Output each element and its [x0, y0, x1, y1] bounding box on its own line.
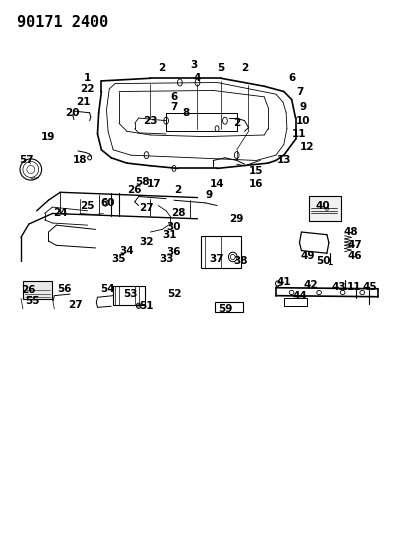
- Text: 54: 54: [100, 284, 115, 294]
- Text: 51: 51: [139, 301, 154, 311]
- Text: 52: 52: [167, 289, 181, 299]
- Text: 59: 59: [218, 304, 232, 314]
- Text: 32: 32: [139, 237, 154, 247]
- Text: 46: 46: [347, 251, 362, 261]
- Bar: [201, 236, 241, 268]
- Text: 7: 7: [296, 86, 303, 96]
- Text: 3: 3: [190, 60, 197, 70]
- Text: 2: 2: [174, 184, 182, 195]
- Text: 8: 8: [182, 108, 189, 118]
- Text: 9: 9: [300, 102, 307, 112]
- Text: 45: 45: [363, 281, 377, 292]
- Bar: [284, 298, 307, 306]
- Text: 48: 48: [343, 227, 358, 237]
- Text: 47: 47: [347, 240, 362, 251]
- Text: 21: 21: [77, 97, 91, 107]
- Text: 6: 6: [170, 92, 178, 102]
- Text: 23: 23: [143, 116, 158, 126]
- Text: 29: 29: [229, 214, 244, 224]
- Text: 25: 25: [81, 200, 95, 211]
- Text: 12: 12: [300, 142, 314, 152]
- Text: 35: 35: [112, 254, 126, 263]
- Text: 2: 2: [158, 63, 166, 72]
- Text: 5: 5: [217, 63, 225, 72]
- Text: 1: 1: [84, 73, 91, 83]
- Text: 28: 28: [171, 208, 185, 219]
- Text: 31: 31: [163, 230, 177, 240]
- Text: 19: 19: [41, 132, 56, 142]
- Text: 20: 20: [65, 108, 79, 118]
- Text: 53: 53: [124, 289, 138, 299]
- Text: 27: 27: [139, 203, 154, 213]
- Text: 42: 42: [304, 280, 318, 290]
- Bar: [113, 286, 145, 305]
- Text: 30: 30: [167, 222, 181, 232]
- Text: 26: 26: [128, 184, 142, 195]
- Text: 58: 58: [135, 176, 150, 187]
- Bar: [215, 302, 243, 312]
- Text: 50: 50: [316, 256, 330, 266]
- Text: 60: 60: [100, 198, 115, 208]
- Text: 9: 9: [206, 190, 213, 200]
- Text: 26: 26: [22, 285, 36, 295]
- Text: 24: 24: [53, 208, 68, 219]
- Text: 43: 43: [331, 281, 346, 292]
- Text: 44: 44: [292, 290, 307, 301]
- Text: 55: 55: [26, 296, 40, 306]
- Text: 6: 6: [288, 73, 295, 83]
- Text: 11: 11: [292, 129, 307, 139]
- Text: 38: 38: [233, 256, 248, 266]
- Text: 18: 18: [73, 156, 87, 165]
- Text: 11: 11: [347, 281, 362, 292]
- Text: 41: 41: [276, 277, 291, 287]
- Text: 22: 22: [81, 84, 95, 94]
- Text: 2: 2: [241, 63, 248, 72]
- Text: 27: 27: [69, 300, 83, 310]
- Text: 14: 14: [210, 179, 224, 189]
- Text: 4: 4: [194, 73, 201, 83]
- Text: 57: 57: [20, 156, 34, 165]
- Text: 10: 10: [296, 116, 310, 126]
- Text: 36: 36: [167, 247, 181, 257]
- Text: 2: 2: [233, 118, 240, 128]
- Text: 16: 16: [249, 179, 263, 189]
- Text: 56: 56: [57, 284, 71, 294]
- Bar: [23, 281, 53, 300]
- Text: 33: 33: [159, 254, 173, 263]
- Text: 34: 34: [120, 246, 134, 256]
- Text: 49: 49: [300, 251, 314, 261]
- Text: 13: 13: [276, 156, 291, 165]
- Text: 40: 40: [316, 200, 330, 211]
- Text: 15: 15: [249, 166, 263, 176]
- Text: 90171 2400: 90171 2400: [17, 14, 108, 30]
- Text: 7: 7: [170, 102, 178, 112]
- Text: 37: 37: [210, 254, 224, 263]
- Text: 17: 17: [147, 179, 162, 189]
- Bar: [309, 196, 340, 221]
